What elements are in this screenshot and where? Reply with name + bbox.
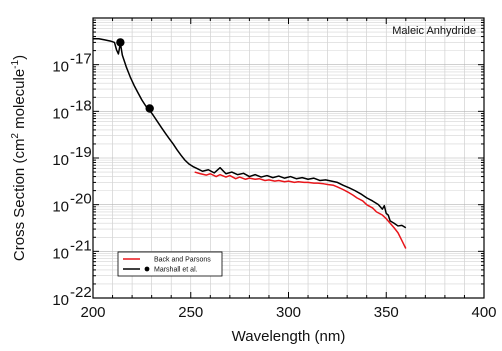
y-tick-label: 10 xyxy=(52,59,69,76)
series-point-1 xyxy=(145,104,154,113)
x-tick-label: 200 xyxy=(80,304,105,321)
axis-ticks xyxy=(92,17,485,299)
series-layer xyxy=(93,37,407,249)
y-axis-title-sup1: 2 xyxy=(10,133,21,139)
series-line-1 xyxy=(93,37,407,229)
x-tick-label: 300 xyxy=(276,304,301,321)
legend-label-back-and-parsons: Back and Parsons xyxy=(154,257,211,264)
y-tick-label-exponent: -21 xyxy=(70,237,92,254)
y-axis-title-sup2: -1 xyxy=(10,59,21,68)
y-tick-label: 10 xyxy=(52,199,69,216)
x-tick-label: 350 xyxy=(374,304,399,321)
y-tick-label-exponent: -18 xyxy=(70,97,92,114)
series-point-1 xyxy=(116,38,125,47)
y-tick-label-exponent: -22 xyxy=(70,284,92,301)
y-tick-label: 10 xyxy=(52,152,69,169)
y-tick-label-exponent: -17 xyxy=(70,51,92,68)
series-line-0 xyxy=(194,171,407,249)
y-axis-title: Cross Section (cm2 molecule-1) xyxy=(10,55,28,261)
chart-annotation: Maleic Anhydride xyxy=(392,25,476,37)
x-tick-labels: 200 250 300 350 400 xyxy=(80,304,496,321)
legend-box xyxy=(117,251,223,277)
y-axis-title-post: ) xyxy=(11,55,28,60)
x-tick-label: 400 xyxy=(471,304,496,321)
y-tick-label: 10 xyxy=(52,105,69,122)
y-tick-label: 10 xyxy=(52,292,69,309)
legend-marker-marshall xyxy=(144,266,150,272)
x-axis-title: Wavelength (nm) xyxy=(232,328,346,345)
x-tick-label: 250 xyxy=(178,304,203,321)
legend-label-marshall: Marshall et al. xyxy=(154,267,198,274)
y-tick-label: 10 xyxy=(52,245,69,262)
y-tick-label-exponent: -19 xyxy=(70,144,92,161)
grid xyxy=(93,18,484,298)
y-tick-label-exponent: -20 xyxy=(70,191,92,208)
y-axis-title-mid: molecule xyxy=(11,69,28,133)
legend: Back and Parsons Marshall et al. xyxy=(117,251,223,277)
y-axis-title-pre: Cross Section (cm xyxy=(11,139,28,262)
